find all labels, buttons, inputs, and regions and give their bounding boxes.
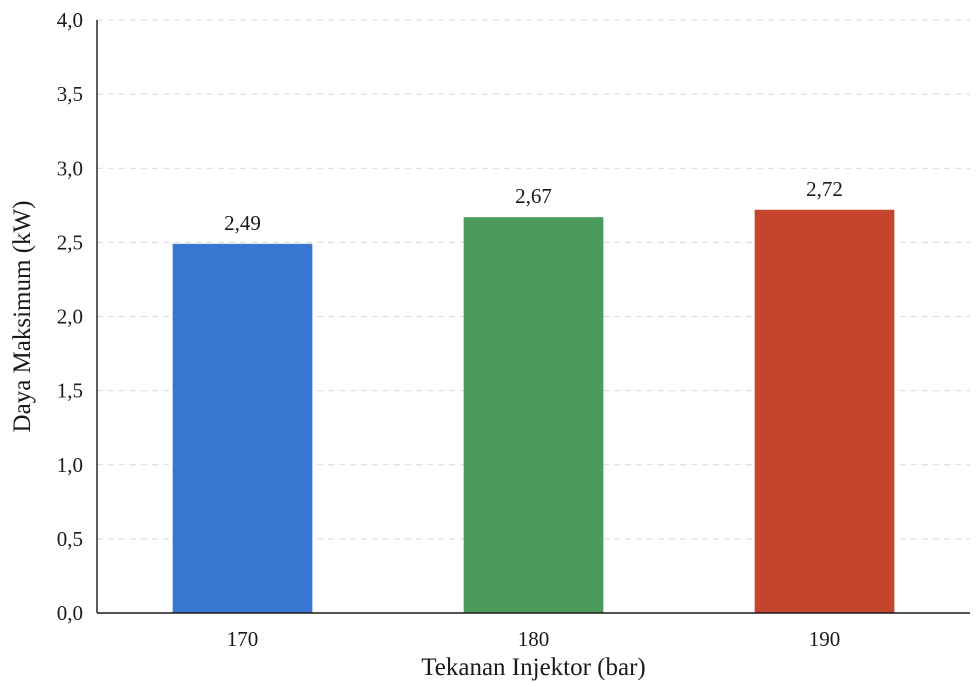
y-tick-label: 0,0 [57,601,83,625]
y-tick-labels: 0,0 0,5 1,0 1,5 2,0 2,5 3,0 3,5 4,0 [57,8,83,625]
y-tick-label: 2,0 [57,305,83,329]
data-labels: 2,49 2,67 2,72 [224,177,843,235]
y-tick-label: 2,5 [57,230,83,254]
data-label: 2,49 [224,211,261,235]
y-tick-label: 3,0 [57,156,83,180]
y-tick-label: 4,0 [57,8,83,32]
x-tick-label: 180 [518,627,550,651]
y-tick-label: 1,5 [57,379,83,403]
bar [172,243,313,614]
data-label: 2,72 [806,177,843,201]
bars-layer [172,209,895,614]
axes-layer [96,20,970,614]
x-tick-labels: 170 180 190 [227,627,841,651]
x-tick-label: 190 [809,627,841,651]
data-label: 2,67 [515,184,552,208]
y-tick-label: 0,5 [57,527,83,551]
y-tick-label: 3,5 [57,82,83,106]
y-axis-title: Daya Maksimum (kW) [9,201,36,433]
y-tick-label: 1,0 [57,453,83,477]
bar [754,209,895,613]
bar [463,217,604,614]
x-tick-label: 170 [227,627,259,651]
x-axis-title: Tekanan Injektor (bar) [421,654,646,681]
